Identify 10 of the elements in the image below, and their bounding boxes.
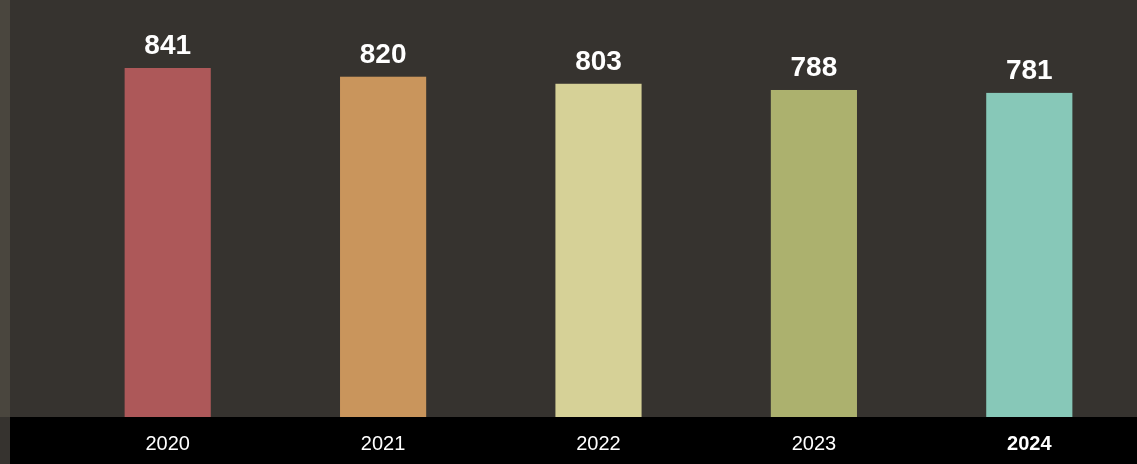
x-tick-label: 2020 [145, 432, 190, 454]
x-tick-label: 2023 [791, 432, 837, 454]
x-tick-label: 2022 [576, 432, 621, 454]
x-tick-label: 2024 [1007, 432, 1053, 454]
data-label: 803 [575, 44, 622, 76]
data-label: 820 [359, 37, 407, 69]
data-label: 781 [1005, 53, 1053, 85]
data-label: 841 [144, 29, 192, 60]
data-label: 788 [790, 50, 838, 82]
x-tick-label: 2021 [360, 432, 406, 454]
